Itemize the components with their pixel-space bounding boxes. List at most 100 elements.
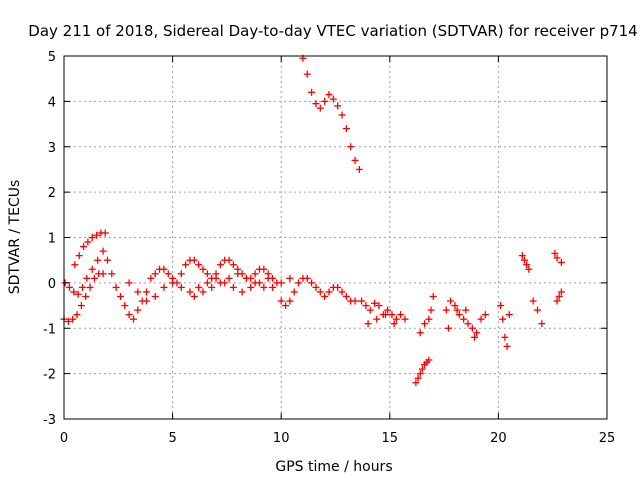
data-point [481, 311, 489, 319]
data-point [277, 279, 285, 287]
data-point [390, 320, 398, 328]
data-point [143, 288, 151, 296]
data-point [334, 102, 342, 110]
data-point [88, 265, 96, 273]
x-tick-label: 15 [382, 431, 399, 446]
data-point [164, 270, 172, 278]
data-point [125, 279, 133, 287]
data-point [182, 261, 190, 269]
x-tick-label: 0 [60, 431, 68, 446]
data-point [169, 279, 177, 287]
data-point [286, 274, 294, 282]
data-point [388, 311, 396, 319]
data-point [286, 297, 294, 305]
y-tick-label: -1 [43, 322, 56, 337]
data-point [78, 283, 86, 291]
data-point [195, 261, 203, 269]
data-point [303, 70, 311, 78]
data-point [93, 231, 101, 239]
data-series [60, 54, 565, 387]
data-point [447, 297, 455, 305]
data-point [69, 315, 77, 323]
data-point [75, 252, 83, 260]
data-point [108, 270, 116, 278]
data-point [501, 333, 509, 341]
data-point [557, 288, 565, 296]
data-point [225, 274, 233, 282]
data-point [177, 270, 185, 278]
data-point [238, 288, 246, 296]
data-point [90, 274, 98, 282]
data-point [234, 270, 242, 278]
data-point [358, 297, 366, 305]
data-point [325, 288, 333, 296]
data-point [125, 311, 133, 319]
data-point [364, 320, 372, 328]
data-point [397, 311, 405, 319]
data-point [334, 283, 342, 291]
data-point [518, 252, 526, 260]
data-point [65, 283, 73, 291]
data-point [160, 283, 168, 291]
data-point [416, 329, 424, 337]
y-tick-label: 3 [48, 141, 56, 156]
data-point [381, 311, 389, 319]
data-point [160, 265, 168, 273]
data-point [557, 258, 565, 266]
data-point [151, 292, 159, 300]
data-point [251, 279, 259, 287]
data-point [416, 370, 424, 378]
data-point [116, 292, 124, 300]
data-point [143, 297, 151, 305]
data-point [101, 229, 109, 237]
data-point [103, 256, 111, 264]
data-point [418, 365, 426, 373]
data-point [425, 356, 433, 364]
data-point [553, 254, 561, 262]
data-point [130, 315, 138, 323]
data-point [520, 256, 528, 264]
axis-ticks: 0 5 10 15 20 25 -3 -2 -1 0 1 2 3 4 5 [43, 50, 615, 446]
data-point [505, 311, 513, 319]
data-point [147, 274, 155, 282]
data-point [444, 324, 452, 332]
data-point [295, 279, 303, 287]
y-tick-label: 5 [48, 50, 56, 65]
y-tick-label: -3 [43, 413, 56, 428]
x-tick-label: 10 [273, 431, 290, 446]
data-point [308, 279, 316, 287]
data-point [277, 297, 285, 305]
data-point [321, 97, 329, 105]
data-point [553, 297, 561, 305]
data-point [84, 238, 92, 246]
data-point [80, 243, 88, 251]
data-point [425, 315, 433, 323]
y-tick-label: 0 [48, 277, 56, 292]
data-point [375, 302, 383, 310]
y-axis-label: SDTVAR / TECUs [7, 180, 23, 295]
data-point [427, 306, 435, 314]
data-point [373, 315, 381, 323]
data-point [455, 311, 463, 319]
data-point [290, 288, 298, 296]
data-point [355, 165, 363, 173]
data-point [190, 256, 198, 264]
data-point [464, 320, 472, 328]
data-point [260, 283, 268, 291]
data-point [429, 292, 437, 300]
data-point [251, 270, 259, 278]
y-tick-label: -2 [43, 368, 56, 383]
data-point [338, 111, 346, 119]
data-point [442, 306, 450, 314]
data-point [264, 274, 272, 282]
y-tick-label: 4 [48, 95, 56, 110]
data-point [551, 249, 559, 257]
data-point [312, 100, 320, 108]
data-point [453, 306, 461, 314]
data-point [338, 288, 346, 296]
data-point [462, 306, 470, 314]
data-point [362, 302, 370, 310]
data-point [77, 302, 85, 310]
data-point [225, 256, 233, 264]
data-point [177, 283, 185, 291]
